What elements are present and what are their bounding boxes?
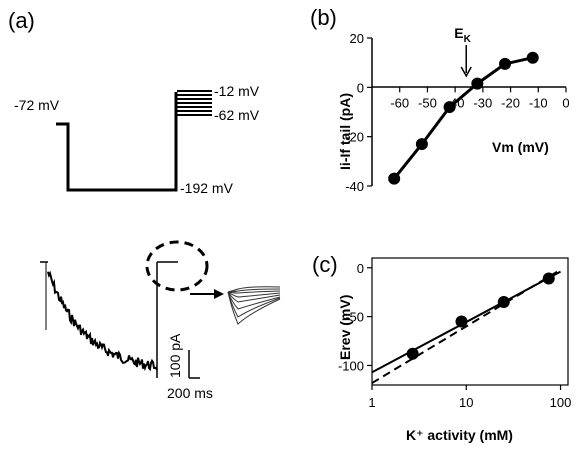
chart-erev-k: 1 10 100 0 -50 -100 Erev (mV) K⁺ activity (m…: [337, 257, 571, 443]
c-data-point: [406, 347, 419, 360]
c-points: [406, 272, 555, 360]
test-bottom-label: -62 mV: [214, 107, 260, 123]
protocol-trace: [56, 92, 178, 192]
b-x-tick-label: -20: [501, 95, 520, 110]
b-series-line: [393, 56, 534, 180]
b-points: [388, 51, 539, 185]
ek-arrow-head: [460, 66, 472, 78]
b-ticks: [367, 37, 567, 187]
holding-potential-label: -72 mV: [14, 97, 60, 113]
b-data-point: [471, 77, 484, 90]
c-y-tick-label: 0: [357, 261, 364, 276]
b-y-tick-labels: 20 0 -20 -40: [345, 31, 364, 194]
b-y-tick-label: -40: [345, 179, 364, 194]
b-x-tick-label: -30: [473, 95, 492, 110]
panel-b-label: (b): [310, 5, 337, 30]
c-ticks: [367, 267, 562, 390]
b-y-axis-title: Ii-If tail (pA): [337, 93, 353, 170]
c-x-tick-label: 100: [550, 395, 572, 410]
panel-c-label: (c): [312, 252, 338, 277]
b-x-tick-label: -60: [390, 95, 409, 110]
test-step-lines: [177, 90, 212, 116]
b-data-point: [388, 172, 401, 185]
b-y-tick-label: -20: [345, 130, 364, 145]
c-data-point: [497, 295, 510, 308]
c-fit-dashed-line: [371, 268, 562, 384]
b-x-axis-title: Vm (mV): [492, 139, 549, 155]
c-y-axis-title: Erev (mV): [337, 295, 353, 360]
c-data-point: [455, 315, 468, 328]
tail-highlight-circle: [145, 240, 209, 292]
b-x-tick-label: -10: [529, 95, 548, 110]
c-x-tick-label: 10: [459, 395, 473, 410]
c-y-tick-label: -100: [338, 358, 364, 373]
hyperpolarizing-step-label: -192 mV: [180, 180, 234, 196]
b-x-tick-label: -50: [418, 95, 437, 110]
c-y-tick-label: -50: [345, 310, 364, 325]
c-data-point: [542, 272, 555, 285]
tail-current-family: [227, 286, 281, 325]
scale-time-label: 200 ms: [167, 385, 213, 401]
test-top-label: -12 mV: [214, 83, 260, 99]
b-x-tick-label: 0: [562, 95, 569, 110]
b-y-tick-label: 20: [350, 31, 364, 46]
chart-iv-tail: -60 -50 -40 -30 -20 -10 0 20 0 -20 -40 Ii-If tail…: [337, 25, 570, 194]
c-x-tick-labels: 1 10 100: [368, 395, 571, 410]
current-trace-line: [47, 270, 158, 372]
b-y-tick-label: 0: [357, 80, 364, 95]
panel-a-label: (a): [8, 8, 35, 33]
b-data-point: [443, 101, 456, 114]
c-x-tick-label: 1: [368, 395, 375, 410]
b-data-point: [415, 138, 428, 151]
voltage-protocol: -72 mV -192 mV -12 mV -62 mV: [14, 83, 260, 196]
b-x-tick-labels: -60 -50 -40 -30 -20 -10 0: [390, 95, 569, 110]
current-trace: 100 pA 200 ms: [40, 240, 281, 401]
scale-current-label: 100 pA: [167, 333, 183, 378]
ek-label: EK: [454, 25, 471, 45]
zoom-arrowhead: [214, 289, 224, 299]
c-y-tick-labels: 0 -50 -100: [338, 261, 364, 374]
c-plot-frame: [371, 257, 569, 386]
b-data-point: [499, 57, 512, 70]
c-x-axis-title: K⁺ activity (mM): [406, 427, 513, 443]
ek-annotation: EK: [454, 25, 472, 78]
b-data-point: [526, 51, 539, 64]
